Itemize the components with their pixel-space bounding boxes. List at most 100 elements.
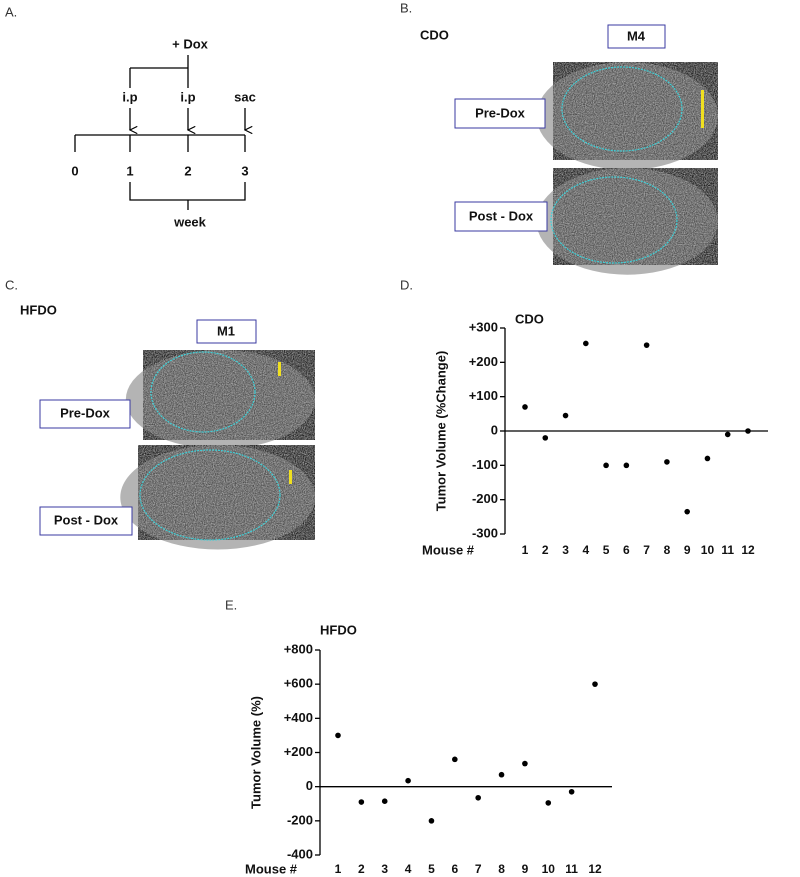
image-noise: [143, 350, 315, 440]
post-label: Post - Dox: [469, 208, 534, 223]
data-point: [545, 800, 552, 806]
y-axis-label: Tumor Volume (%): [248, 696, 263, 809]
x-tick-label: 8: [498, 862, 505, 876]
panel-label: B.: [400, 0, 412, 15]
tumor-outline: [561, 66, 683, 152]
y-tick-label: -100: [472, 457, 498, 472]
panel-label: C.: [5, 277, 18, 292]
x-tick-label: 4: [582, 543, 589, 557]
x-tick-label: 2: [542, 543, 549, 557]
x-tick-label: 12: [588, 862, 602, 876]
timeline: [74, 134, 246, 152]
scale-bar: [289, 470, 292, 484]
image-noise: [553, 168, 718, 265]
x-tick-label: 2: [358, 862, 365, 876]
y-tick-label: 0: [491, 422, 498, 437]
data-point: [522, 404, 528, 410]
image-noise: [553, 62, 718, 160]
arrow-label: sac: [234, 89, 256, 104]
data-point: [562, 412, 569, 419]
group-label: HFDO: [20, 302, 57, 317]
x-tick-label: 5: [603, 543, 610, 557]
y-tick-label: +800: [284, 641, 313, 656]
dox-label: + Dox: [172, 36, 209, 51]
data-point: [498, 771, 505, 778]
data-point: [381, 798, 388, 804]
x-tick-label: 3: [381, 862, 388, 876]
y-tick-label: +100: [469, 388, 498, 403]
x-axis-label: Mouse #: [422, 542, 475, 557]
data-point: [405, 777, 411, 784]
dox-bracket: [129, 55, 189, 88]
y-tick-label: +300: [469, 319, 498, 334]
data-point: [724, 431, 731, 438]
timeline-label: 3: [241, 163, 248, 178]
timeline-label: 2: [184, 163, 191, 178]
y-tick-label: +600: [284, 676, 313, 691]
chart-title: HFDO: [320, 622, 357, 637]
x-axis-label: Mouse #: [245, 861, 298, 876]
timeline-label: 0: [71, 163, 78, 178]
y-tick-label: +200: [469, 354, 498, 369]
data-point: [643, 342, 650, 348]
label-box: [39, 506, 133, 536]
scale-bar: [701, 90, 704, 128]
ultrasound-image: [536, 168, 718, 275]
y-axis-label: Tumor Volume (%Change): [433, 351, 448, 512]
x-tick-label: 4: [405, 862, 412, 876]
chart-title: CDO: [515, 311, 544, 326]
y-tick-label: -400: [287, 846, 313, 861]
data-point: [452, 756, 458, 763]
y-tick-label: -200: [287, 812, 313, 827]
y-tick-label: -300: [472, 525, 498, 540]
arrow-label: i.p: [122, 89, 137, 104]
arrow-label: i.p: [180, 89, 195, 104]
panel-label: A.: [5, 4, 17, 19]
ultrasound-image: [120, 445, 316, 550]
ultrasound-image: [536, 62, 718, 170]
data-point: [664, 459, 670, 465]
group-label: CDO: [420, 27, 449, 42]
x-tick-label: 11: [721, 543, 734, 557]
y-tick-label: 0: [306, 778, 313, 793]
panel-label: D.: [400, 277, 413, 292]
mouse-label: M1: [217, 323, 235, 338]
data-point: [704, 455, 711, 462]
panel-label: E.: [225, 597, 237, 612]
week-label: week: [173, 214, 207, 229]
y-tick-label: -200: [472, 491, 498, 506]
y-tick-label: +200: [284, 744, 313, 759]
ultrasound-image: [125, 350, 316, 449]
data-point: [623, 462, 630, 469]
data-point: [583, 340, 589, 347]
x-tick-label: 10: [701, 543, 715, 557]
x-tick-label: 12: [741, 543, 755, 557]
timeline-label: 1: [126, 163, 133, 178]
pre-label: Pre-Dox: [475, 105, 526, 120]
y-tick-label: +400: [284, 710, 313, 725]
mouse-box: [607, 24, 666, 49]
x-tick-label: 6: [623, 543, 630, 557]
tumor-outline: [139, 449, 281, 541]
pre-label: Pre-Dox: [60, 405, 111, 420]
data-point: [358, 799, 365, 805]
week-bracket: [129, 182, 246, 210]
label-box: [454, 201, 548, 232]
x-tick-label: 7: [475, 862, 482, 876]
post-label: Post - Dox: [54, 512, 119, 527]
x-tick-label: 5: [428, 862, 435, 876]
image-noise: [138, 445, 315, 540]
x-tick-label: 1: [522, 543, 529, 557]
data-point: [335, 732, 341, 739]
x-tick-label: 10: [542, 862, 556, 876]
x-tick-label: 8: [664, 543, 671, 557]
tumor-outline: [150, 351, 256, 433]
x-tick-label: 9: [522, 862, 529, 876]
data-point: [745, 428, 751, 434]
data-point: [428, 818, 435, 824]
mouse-box: [196, 319, 257, 344]
data-point: [542, 435, 549, 441]
data-point: [568, 788, 575, 795]
data-point: [684, 508, 690, 515]
